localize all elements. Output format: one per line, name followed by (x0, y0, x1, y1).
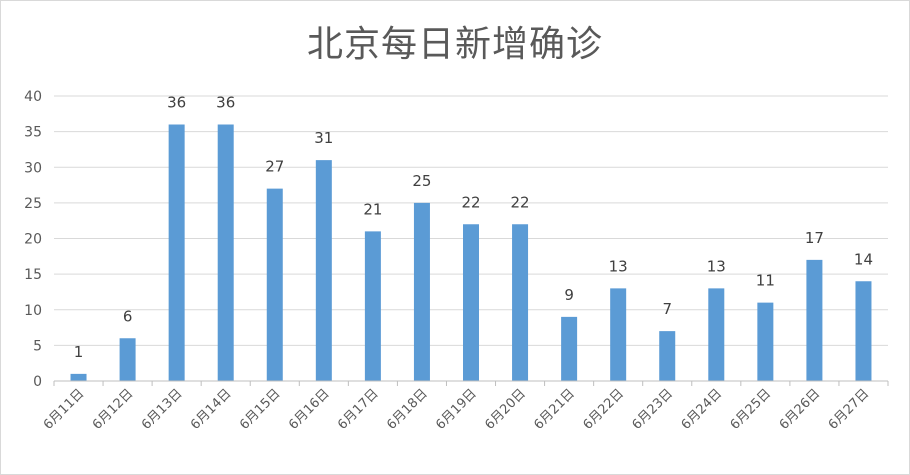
category-label: 6月27日 (826, 386, 873, 433)
data-label: 21 (363, 200, 382, 218)
category-label: 6月14日 (188, 386, 235, 433)
bar (561, 316, 578, 381)
bar (70, 373, 87, 381)
data-label: 13 (707, 257, 726, 275)
category-label: 6月26日 (777, 386, 824, 433)
y-tick-label: 40 (24, 89, 42, 105)
data-label: 13 (609, 257, 628, 275)
bar (806, 259, 823, 381)
bars (70, 124, 872, 381)
bar (708, 288, 725, 381)
category-label: 6月19日 (433, 386, 480, 433)
data-labels: 1 6 36 36 27 31 21 25 22 22 9 13 7 13 11 17 14 (74, 94, 873, 361)
y-tick-label: 35 (24, 125, 42, 141)
bar (512, 224, 529, 381)
category-label: 6月18日 (384, 386, 431, 433)
bar (757, 302, 774, 381)
data-label: 25 (412, 172, 431, 190)
data-label: 22 (461, 193, 480, 211)
category-label: 6月24日 (679, 386, 726, 433)
bar (413, 202, 430, 381)
category-label: 6月11日 (41, 386, 88, 433)
y-tick-label: 20 (24, 232, 42, 248)
data-label: 6 (123, 307, 133, 325)
bar (610, 288, 627, 381)
bar (315, 160, 332, 381)
category-label: 6月22日 (580, 386, 627, 433)
bar (266, 188, 283, 381)
bar (659, 331, 676, 381)
bar (364, 231, 381, 381)
bar (168, 124, 185, 381)
category-label: 6月16日 (286, 386, 333, 433)
bar (119, 338, 136, 381)
data-label: 36 (167, 94, 186, 112)
bar (217, 124, 234, 381)
category-label: 6月20日 (482, 386, 529, 433)
category-label: 6月25日 (728, 386, 775, 433)
data-label: 11 (756, 272, 775, 290)
data-label: 36 (216, 94, 235, 112)
y-tick-label: 30 (24, 160, 42, 176)
bar (463, 224, 479, 381)
data-label: 7 (662, 300, 672, 318)
x-axis (53, 380, 889, 386)
category-labels: 6月11日 6月12日 6月13日 6月14日 6月15日 6月16日 6月17日 6月18日… (41, 386, 872, 433)
category-label: 6月15日 (237, 386, 284, 433)
data-label: 31 (314, 129, 333, 147)
y-tick-label: 0 (33, 374, 42, 390)
data-label: 9 (564, 286, 574, 304)
chart-title: 北京每日新增确诊 (306, 24, 603, 65)
category-label: 6月13日 (139, 386, 186, 433)
y-axis-ticks: 0 5 10 15 20 25 30 35 40 (24, 89, 42, 390)
y-tick-label: 5 (33, 338, 42, 354)
data-label: 17 (805, 229, 824, 247)
y-tick-label: 10 (24, 303, 42, 319)
data-label: 1 (74, 343, 84, 361)
category-label: 6月12日 (90, 386, 137, 433)
category-label: 6月17日 (335, 386, 382, 433)
data-label: 14 (854, 250, 873, 268)
category-label: 6月21日 (531, 386, 578, 433)
y-tick-label: 15 (24, 267, 42, 283)
category-label: 6月23日 (630, 386, 677, 433)
data-label: 27 (265, 158, 284, 176)
data-label: 22 (511, 193, 530, 211)
y-tick-label: 25 (24, 196, 42, 212)
bar (855, 281, 872, 381)
